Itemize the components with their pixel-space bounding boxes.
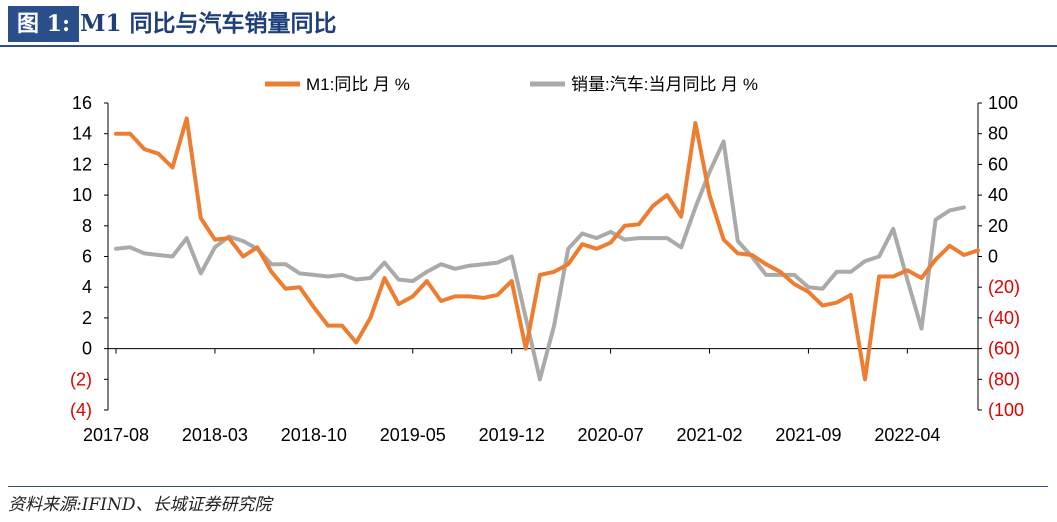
x-tick-label: 2018-10 — [281, 425, 347, 445]
right-tick-label: 80 — [988, 124, 1008, 144]
chart-series — [114, 116, 980, 382]
left-tick-label: 4 — [82, 277, 92, 297]
x-tick-label: 2021-09 — [775, 425, 841, 445]
right-tick-label: 40 — [988, 185, 1008, 205]
left-tick-label: (2) — [70, 369, 92, 389]
left-tick-label: 8 — [82, 216, 92, 236]
source-note: 资料来源:IFIND、长城证券研究院 — [8, 495, 272, 515]
right-tick-label: 20 — [988, 216, 1008, 236]
right-tick-label: 0 — [988, 247, 998, 267]
left-tick-label: 6 — [82, 247, 92, 267]
x-tick-label: 2018-03 — [182, 425, 248, 445]
left-tick-label: 16 — [72, 93, 92, 113]
right-tick-label: 60 — [988, 154, 1008, 174]
right-tick-label: 100 — [988, 93, 1018, 113]
right-tick-label: (60) — [988, 339, 1020, 359]
chart-axes: 1614121086420(2)(4)100806040200(20)(40)(… — [70, 93, 1024, 445]
left-tick-label: 2 — [82, 308, 92, 328]
figure-header: 图 1: M1 同比与汽车销量同比 — [0, 0, 1057, 47]
x-tick-label: 2019-12 — [479, 425, 545, 445]
footer-rule — [8, 486, 1048, 487]
left-tick-label: (4) — [70, 400, 92, 420]
figure-number: 图 1: — [8, 6, 80, 42]
x-tick-label: 2019-05 — [380, 425, 446, 445]
chart-legend: M1:同比 月 % 销量:汽车:当月同比 月 % — [265, 75, 758, 94]
right-tick-label: (40) — [988, 308, 1020, 328]
x-tick-label: 2022-04 — [874, 425, 940, 445]
line-chart: M1:同比 月 % 销量:汽车:当月同比 月 % 1614121086420(2… — [70, 75, 1024, 445]
series-line-auto-sales — [114, 139, 966, 382]
right-tick-label: (100 — [988, 400, 1024, 420]
series-line-m1 — [114, 116, 980, 382]
left-tick-label: 0 — [82, 339, 92, 359]
legend-label-auto-sales: 销量:汽车:当月同比 月 % — [571, 75, 758, 94]
legend-label-m1: M1:同比 月 % — [306, 75, 410, 94]
x-tick-label: 2017-08 — [83, 425, 149, 445]
right-tick-label: (80) — [988, 369, 1020, 389]
x-tick-label: 2021-02 — [676, 425, 742, 445]
header-rule — [0, 45, 1057, 47]
left-tick-label: 14 — [72, 124, 92, 144]
figure-title: M1 同比与汽车销量同比 — [80, 10, 337, 37]
right-tick-label: (20) — [988, 277, 1020, 297]
left-tick-label: 10 — [72, 185, 92, 205]
x-tick-label: 2020-07 — [578, 425, 644, 445]
left-tick-label: 12 — [72, 154, 92, 174]
